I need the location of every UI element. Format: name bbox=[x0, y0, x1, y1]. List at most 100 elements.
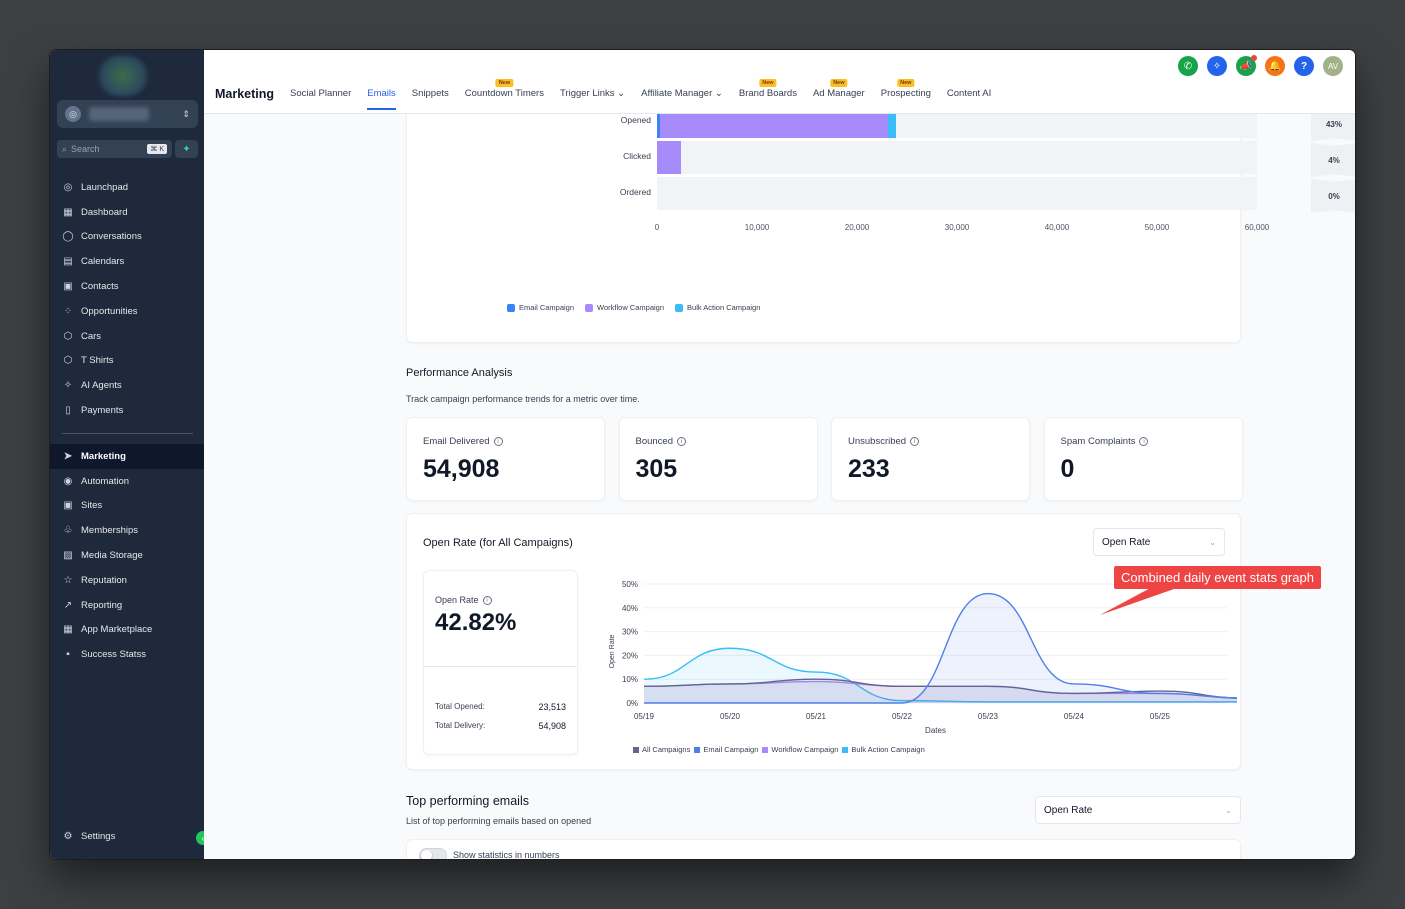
new-badge: New bbox=[759, 79, 777, 87]
legend-item[interactable]: Workflow Campaign bbox=[585, 303, 664, 312]
bell-icon[interactable]: 🔔 bbox=[1265, 56, 1285, 76]
sidebar-item-ai-agents[interactable]: ✧ AI Agents bbox=[50, 373, 204, 398]
series-line-bulk-action-campaign bbox=[643, 647, 1237, 703]
tab-emails[interactable]: Emails bbox=[367, 88, 396, 110]
sidebar-item-app-marketplace[interactable]: ▦ App Marketplace bbox=[50, 618, 204, 643]
tab-brand-boards[interactable]: Brand Boards New bbox=[738, 79, 797, 110]
sidebar-item-conversations[interactable]: ◯ Conversations bbox=[50, 225, 204, 250]
account-switcher[interactable]: ◎ ⇕ bbox=[57, 100, 198, 128]
sidebar-item-contacts[interactable]: ▣ Contacts bbox=[50, 274, 204, 299]
info-icon[interactable]: i bbox=[482, 596, 492, 606]
sidebar-item-reputation[interactable]: ☆ Reputation bbox=[50, 568, 204, 593]
sidebar-item-calendars[interactable]: ▤ Calendars bbox=[50, 249, 204, 274]
legend-item[interactable]: Bulk Action Campaign bbox=[675, 303, 760, 312]
legend-swatch bbox=[585, 303, 594, 312]
funnel-bar-workflow[interactable] bbox=[657, 141, 681, 174]
sidebar-item-launchpad[interactable]: ◎ Launchpad bbox=[50, 175, 204, 200]
sidebar-search-input[interactable]: ⌕ Search ⌘ K bbox=[57, 140, 172, 158]
funnel-bar-workflow[interactable] bbox=[660, 114, 888, 138]
company-logo bbox=[98, 56, 148, 96]
funnel-track bbox=[657, 114, 1257, 138]
legend-swatch bbox=[633, 746, 639, 753]
sidebar-item-media-storage[interactable]: ▨ Media Storage bbox=[50, 543, 204, 568]
sidebar-item-automation[interactable]: ◉ Automation bbox=[50, 469, 204, 494]
sidebar-item-label: Reporting bbox=[81, 599, 123, 611]
image-icon: ▨ bbox=[63, 550, 73, 562]
contacts-icon: ▣ bbox=[63, 281, 73, 293]
sidebar-item-label: Memberships bbox=[81, 525, 139, 537]
tab-social-planner[interactable]: Social Planner bbox=[290, 88, 351, 110]
info-icon[interactable]: i bbox=[910, 436, 920, 446]
x-tick-label: 05/24 bbox=[1064, 712, 1085, 721]
search-icon: ⌕ bbox=[62, 143, 68, 154]
legend-item[interactable]: Bulk Action Campaign bbox=[842, 745, 925, 754]
sidebar-item-sites[interactable]: ▣ Sites bbox=[50, 494, 204, 519]
tab-label: Content AI bbox=[946, 88, 992, 99]
sidebar-item-cars[interactable]: ⬡ Cars bbox=[50, 324, 204, 349]
tab-countdown-timers[interactable]: Countdown Timers New bbox=[465, 79, 544, 110]
legend-label: Bulk Action Campaign bbox=[851, 745, 925, 754]
automation-icon: ◉ bbox=[63, 475, 73, 487]
sidebar-item-opportunities[interactable]: ⁘ Opportunities bbox=[50, 299, 204, 324]
sidebar-item-label: Media Storage bbox=[81, 550, 143, 562]
quick-action-icon[interactable]: ✦ bbox=[175, 140, 198, 158]
sidebar-item-t-shirts[interactable]: ⬡ T Shirts bbox=[50, 349, 204, 374]
phone-icon[interactable]: ✆ bbox=[1178, 56, 1198, 76]
y-tick-label: 20% bbox=[622, 651, 638, 660]
series-line-email-campaign bbox=[643, 592, 1237, 704]
summary-divider bbox=[424, 666, 577, 667]
header-actions: ✆ ✧ 📣 🔔 ? AV bbox=[1169, 55, 1343, 76]
legend-item[interactable]: All Campaigns bbox=[633, 745, 690, 754]
legend-label: Bulk Action Campaign bbox=[687, 303, 761, 312]
funnel-bar-email[interactable] bbox=[657, 114, 660, 138]
megaphone-icon[interactable]: 📣 bbox=[1236, 55, 1257, 76]
tab-label: Brand Boards bbox=[738, 88, 797, 99]
search-shortcut: ⌘ K bbox=[147, 144, 167, 154]
info-icon[interactable]: i bbox=[677, 436, 687, 446]
sidebar-item-label: T Shirts bbox=[81, 355, 114, 367]
stat-label: Bounced bbox=[635, 436, 674, 447]
stat-label-wrap: Bounced i bbox=[636, 436, 687, 447]
funnel-tick-label: 60,000 bbox=[1244, 223, 1270, 232]
info-icon[interactable]: i bbox=[1139, 436, 1149, 446]
help-icon[interactable]: ? bbox=[1294, 56, 1314, 76]
tab-trigger-links[interactable]: Trigger Links ⌄ bbox=[560, 88, 625, 110]
funnel-bar-bulk[interactable] bbox=[888, 114, 896, 138]
sidebar-item-memberships[interactable]: ♧ Memberships bbox=[50, 518, 204, 543]
legend-swatch bbox=[762, 746, 769, 753]
magic-wand-icon[interactable]: ✧ bbox=[1207, 56, 1227, 76]
stat-card: Spam Complaints i 0 bbox=[1043, 417, 1243, 501]
tab-content-ai[interactable]: Content AI bbox=[947, 88, 991, 110]
top-emails-metric-select[interactable]: Open Rate ⌄ bbox=[1035, 796, 1241, 824]
send-icon: ➤ bbox=[63, 450, 73, 462]
legend-item[interactable]: Email Campaign bbox=[694, 745, 758, 754]
stat-label-wrap: Unsubscribed i bbox=[848, 436, 920, 447]
sidebar-item-dashboard[interactable]: ▦ Dashboard bbox=[50, 200, 204, 225]
sidebar-item-marketing[interactable]: ➤ Marketing bbox=[50, 444, 204, 469]
tab-prospecting[interactable]: Prospecting New bbox=[881, 79, 931, 110]
cube-icon: ⬡ bbox=[63, 330, 73, 342]
chevron-down-icon: ⌄ bbox=[712, 88, 723, 99]
open-rate-metric-select[interactable]: Open Rate ⌄ bbox=[1093, 528, 1225, 556]
sidebar-item-reporting[interactable]: ↗ Reporting bbox=[50, 593, 204, 618]
sidebar-item-settings[interactable]: ⚙ Settings bbox=[50, 824, 204, 849]
legend-label: All Campaigns bbox=[642, 745, 691, 754]
legend-swatch bbox=[694, 746, 701, 753]
network-icon: ⁘ bbox=[63, 305, 73, 317]
legend-item[interactable]: Workflow Campaign bbox=[762, 745, 838, 754]
numbers-toggle[interactable] bbox=[419, 848, 447, 859]
info-icon[interactable]: i bbox=[493, 436, 503, 446]
account-name-blurred bbox=[89, 107, 149, 121]
series-area-email-campaign bbox=[644, 593, 1237, 703]
tab-affiliate-manager[interactable]: Affiliate Manager ⌄ bbox=[641, 88, 723, 110]
user-avatar[interactable]: AV bbox=[1323, 56, 1343, 76]
tab-ad-manager[interactable]: Ad Manager New bbox=[813, 79, 865, 110]
sidebar-item-payments[interactable]: ▯ Payments bbox=[50, 398, 204, 423]
star-icon: ☆ bbox=[63, 574, 73, 586]
tab-snippets[interactable]: Snippets bbox=[412, 88, 449, 110]
stat-value: 233 bbox=[848, 455, 890, 483]
legend-item[interactable]: Email Campaign bbox=[507, 303, 574, 312]
sidebar-item-success-statss[interactable]: ▪ Success Statss bbox=[50, 642, 204, 667]
tab-label: Emails bbox=[367, 88, 396, 99]
stat-label-wrap: Email Delivered i bbox=[423, 436, 503, 447]
